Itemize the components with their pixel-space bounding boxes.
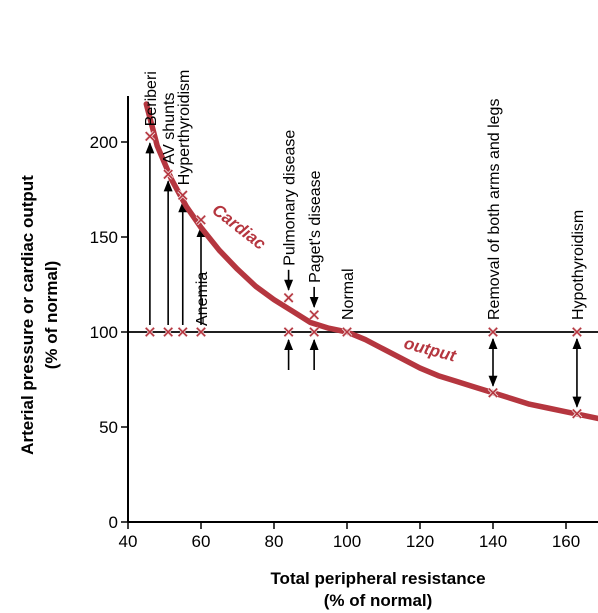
condition-label-av-shunts: AV shunts xyxy=(161,93,178,165)
marker-ref-hypothyroidism xyxy=(572,327,582,337)
y-tick-label-100: 100 xyxy=(90,323,118,342)
condition-label-paget-s-disease: Paget's disease xyxy=(307,170,324,283)
arrows-group xyxy=(145,142,582,408)
marker-curve-av-shunts xyxy=(163,169,173,180)
markers-group xyxy=(144,130,583,420)
x-axis-title-line-2: (% of normal) xyxy=(324,591,433,610)
x-tick-label-160: 160 xyxy=(552,532,580,551)
x-tick-label-120: 120 xyxy=(406,532,434,551)
condition-label-hypothyroidism: Hypothyroidism xyxy=(570,210,587,320)
condition-label-pulmonary-disease: Pulmonary disease xyxy=(282,130,299,266)
y-axis-title-line-1: Arterial pressure or cardiac output xyxy=(18,175,37,455)
x-tick-label-140: 140 xyxy=(479,532,507,551)
condition-label-anemia: Anemia xyxy=(194,272,211,326)
y-tick-label-50: 50 xyxy=(99,418,118,437)
marker-curve-anemia xyxy=(196,215,206,225)
x-tick-label-60: 60 xyxy=(192,532,211,551)
y-tick-label-200: 200 xyxy=(90,133,118,152)
marker-curve-normal xyxy=(342,327,352,337)
marker-curve-paget-s-disease xyxy=(309,310,319,320)
condition-label-hyperthyroidism: Hyperthyroidism xyxy=(176,70,193,186)
marker-ref-hyperthyroidism xyxy=(177,327,188,337)
marker-ref-av-shunts xyxy=(163,327,173,337)
condition-label-beriberi: Beriberi xyxy=(143,71,160,126)
ticks: 40 60 80 100 120 140 160 0 50 100 150 200 xyxy=(90,133,581,551)
condition-label-normal: Normal xyxy=(340,268,357,320)
x-tick-label-40: 40 xyxy=(119,532,138,551)
marker-curve-pulmonary-disease xyxy=(283,293,294,303)
y-axis-title-line-2: (% of normal) xyxy=(42,261,61,370)
curve-group xyxy=(143,101,598,422)
marker-ref-paget-s-disease xyxy=(309,327,319,337)
marker-curve-hypothyroidism xyxy=(572,408,582,419)
x-axis-title-line-1: Total peripheral resistance xyxy=(270,569,485,588)
marker-ref-removal-of-both-arms-and-legs xyxy=(488,327,498,337)
marker-ref-anemia xyxy=(196,327,206,337)
x-tick-label-80: 80 xyxy=(265,532,284,551)
y-tick-label-150: 150 xyxy=(90,228,118,247)
marker-curve-removal-of-both-arms-and-legs xyxy=(488,388,498,398)
marker-ref-pulmonary-disease xyxy=(283,327,294,337)
cardiac-output-curve xyxy=(143,101,598,422)
y-tick-label-0: 0 xyxy=(109,513,118,532)
x-tick-label-100: 100 xyxy=(333,532,361,551)
marker-curve-beriberi xyxy=(145,131,155,142)
marker-curve-hyperthyroidism xyxy=(177,190,188,200)
axes xyxy=(127,96,598,523)
condition-label-removal-of-both-arms-and-legs: Removal of both arms and legs xyxy=(486,99,503,320)
marker-ref-beriberi xyxy=(145,327,155,337)
